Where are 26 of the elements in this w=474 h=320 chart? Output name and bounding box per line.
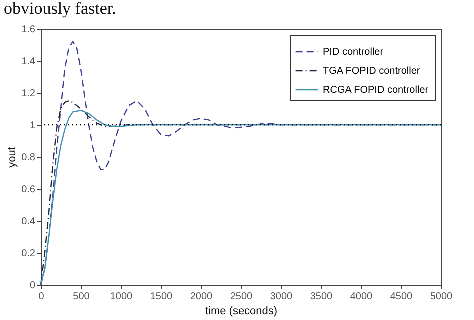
y-tick-label: 0 (30, 280, 36, 292)
x-tick-label: 3500 (310, 292, 334, 302)
legend-label: PID controller (323, 47, 384, 58)
y-tick-label: 0.6 (22, 184, 36, 196)
x-axis-title: time (seconds) (205, 306, 278, 318)
x-tick-label: 2500 (230, 292, 254, 302)
y-tick-label: 1.2 (22, 88, 36, 100)
legend-label: TGA FOPID controller (323, 66, 421, 77)
x-tick-label: 3000 (270, 292, 294, 302)
x-tick-label: 1500 (150, 292, 174, 302)
x-tick-label: 0 (38, 292, 45, 302)
text: obviously faster. (3, 0, 118, 20)
y-tick-label: 1 (30, 120, 36, 132)
y-tick-label: 0.8 (22, 152, 36, 164)
x-tick-label: 4000 (350, 292, 374, 302)
x-tick-label: 4500 (390, 292, 414, 302)
x-tick-label: 1000 (110, 292, 134, 302)
x-tick-label: 500 (73, 292, 90, 302)
y-tick-label: 0.4 (22, 216, 36, 228)
x-tick-label: 5000 (430, 292, 454, 302)
legend-label: RCGA FOPID controller (323, 85, 430, 96)
x-tick-label: 2000 (190, 292, 214, 302)
y-tick-label: 1.6 (22, 24, 36, 36)
y-tick-label: 1.4 (22, 56, 36, 68)
y-axis-title: yout (6, 147, 19, 168)
y-tick-label: 0.2 (22, 248, 36, 260)
